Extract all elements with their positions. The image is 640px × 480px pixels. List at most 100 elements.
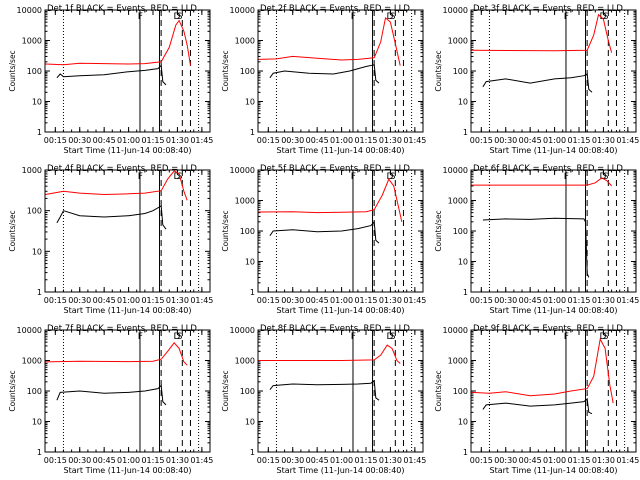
x-tick-label: 01:15 [354, 296, 377, 305]
x-tick-label: 01:15 [354, 456, 377, 465]
x-tick-label: 00:15 [44, 296, 67, 305]
x-axis-label: Start Time (11-Jun-14 00:08:40) [64, 306, 192, 315]
x-axis-label: Start Time (11-Jun-14 00:08:40) [64, 146, 192, 155]
x-tick-label: 00:30 [494, 136, 517, 145]
x-tick-label: 00:30 [281, 136, 304, 145]
plot-frame [44, 9, 211, 133]
y-tick-label: 100 [240, 387, 255, 396]
events-series-line [269, 220, 380, 244]
lld-series-line [471, 337, 614, 404]
plot-frame [257, 329, 424, 453]
x-tick-label: 01:45 [403, 296, 426, 305]
x-tick-label: 01:15 [141, 456, 164, 465]
x-tick-label: 00:15 [470, 296, 493, 305]
x-tick-label: 01:00 [330, 456, 353, 465]
lld-series-line [45, 342, 188, 366]
y-tick-label: 10000 [443, 326, 468, 335]
marker-letter: S [603, 12, 609, 22]
y-axis-label: Counts/sec [221, 210, 230, 251]
y-tick-label: 1000 [235, 197, 255, 206]
x-tick-label: 01:30 [592, 136, 615, 145]
marker-letter: F [351, 172, 356, 182]
marker-letter: S [390, 12, 396, 22]
lld-series-line [471, 177, 612, 187]
x-tick-label: 00:45 [306, 456, 329, 465]
x-tick-label: 00:45 [93, 296, 116, 305]
x-tick-label: 00:15 [44, 136, 67, 145]
x-tick-label: 01:15 [141, 136, 164, 145]
x-tick-label: 00:15 [257, 456, 280, 465]
x-tick-label: 01:00 [330, 296, 353, 305]
y-axis-label: Counts/sec [434, 50, 443, 91]
events-series-line [482, 73, 593, 93]
marker-letter: F [564, 12, 569, 22]
marker-letter: D [600, 172, 607, 182]
y-tick-label: 10 [32, 98, 42, 107]
x-tick-label: 00:30 [68, 296, 91, 305]
y-tick-label: 1 [463, 128, 468, 137]
y-tick-label: 10 [458, 418, 468, 427]
x-tick-label: 01:45 [616, 136, 639, 145]
x-axis-label: Start Time (11-Jun-14 00:08:40) [277, 146, 405, 155]
marker-letter: D [600, 332, 607, 342]
x-tick-label: 00:30 [494, 296, 517, 305]
plot-frame [44, 169, 211, 293]
x-tick-label: 01:00 [117, 456, 140, 465]
x-axis-label: Start Time (11-Jun-14 00:08:40) [490, 306, 618, 315]
events-series-line [56, 64, 167, 86]
marker-letter: F [138, 332, 143, 342]
lld-series-line [45, 19, 191, 66]
panel-title: Det 1f BLACK = Events, RED = LLD [47, 4, 197, 14]
panel-title: Det 8f BLACK = Events, RED = LLD [260, 324, 410, 334]
x-tick-label: 01:00 [543, 456, 566, 465]
y-tick-label: 10000 [443, 6, 468, 15]
y-tick-label: 10 [32, 418, 42, 427]
y-tick-label: 100 [27, 67, 42, 76]
panel-title: Det 5f BLACK = Events, RED = LLD [260, 164, 410, 174]
x-tick-label: 01:30 [166, 456, 189, 465]
marker-letter: S [177, 12, 183, 22]
plot-frame [470, 169, 637, 293]
x-tick-label: 01:30 [379, 296, 402, 305]
marker-letter: S [603, 332, 609, 342]
events-series-line [56, 205, 167, 230]
y-tick-label: 1 [37, 128, 42, 137]
x-tick-label: 01:15 [354, 136, 377, 145]
y-tick-label: 10000 [443, 166, 468, 175]
y-axis-label: Counts/sec [434, 370, 443, 411]
x-tick-label: 01:45 [616, 296, 639, 305]
y-tick-label: 10 [245, 258, 255, 267]
x-tick-label: 00:30 [68, 456, 91, 465]
marker-letter: S [390, 332, 396, 342]
x-tick-label: 00:30 [281, 296, 304, 305]
x-tick-label: 01:45 [403, 456, 426, 465]
y-tick-label: 10000 [17, 6, 42, 15]
y-tick-label: 100 [453, 67, 468, 76]
x-tick-label: 01:30 [379, 456, 402, 465]
x-tick-label: 00:45 [93, 136, 116, 145]
y-tick-label: 1 [250, 128, 255, 137]
x-tick-label: 01:15 [567, 296, 590, 305]
y-tick-label: 1 [463, 448, 468, 457]
y-axis-label: Counts/sec [221, 50, 230, 91]
plot-frame [44, 329, 211, 453]
x-tick-label: 01:30 [592, 296, 615, 305]
marker-letter: S [390, 172, 396, 182]
x-tick-label: 01:15 [141, 296, 164, 305]
y-axis-label: Counts/sec [434, 210, 443, 251]
y-tick-label: 10 [32, 247, 42, 256]
x-tick-label: 00:15 [470, 136, 493, 145]
x-tick-label: 01:45 [190, 136, 213, 145]
events-series-line [269, 379, 380, 401]
events-series-line [56, 384, 167, 406]
x-tick-label: 01:00 [543, 296, 566, 305]
events-series-line [482, 397, 593, 415]
marker-letter: D [387, 172, 394, 182]
marker-letter: D [600, 12, 607, 22]
